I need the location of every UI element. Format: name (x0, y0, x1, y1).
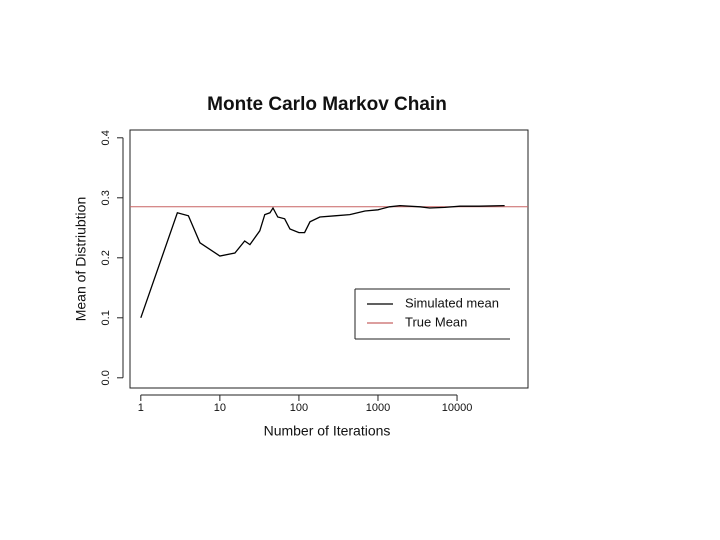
x-tick-label: 1 (138, 402, 144, 414)
plot-box (129, 129, 529, 389)
x-axis-title: Number of Iterations (264, 423, 391, 439)
y-tick-label: 0.0 (100, 370, 112, 385)
y-tick-label: 0.2 (100, 250, 112, 265)
x-tick-label: 10 (214, 402, 226, 414)
chart-title: Monte Carlo Markov Chain (207, 94, 447, 115)
x-tick-label: 100 (290, 402, 308, 414)
x-tick-label: 10000 (442, 402, 473, 414)
legend-label: Simulated mean (405, 295, 499, 310)
x-tick-label: 1000 (366, 402, 390, 414)
series-line (140, 204, 505, 319)
y-tick-label: 0.4 (100, 130, 112, 145)
y-tick-label: 0.1 (100, 310, 112, 325)
y-axis-title: Mean of Distriubtion (73, 197, 89, 322)
legend-label: True Mean (405, 314, 467, 329)
y-tick-label: 0.3 (100, 190, 112, 205)
